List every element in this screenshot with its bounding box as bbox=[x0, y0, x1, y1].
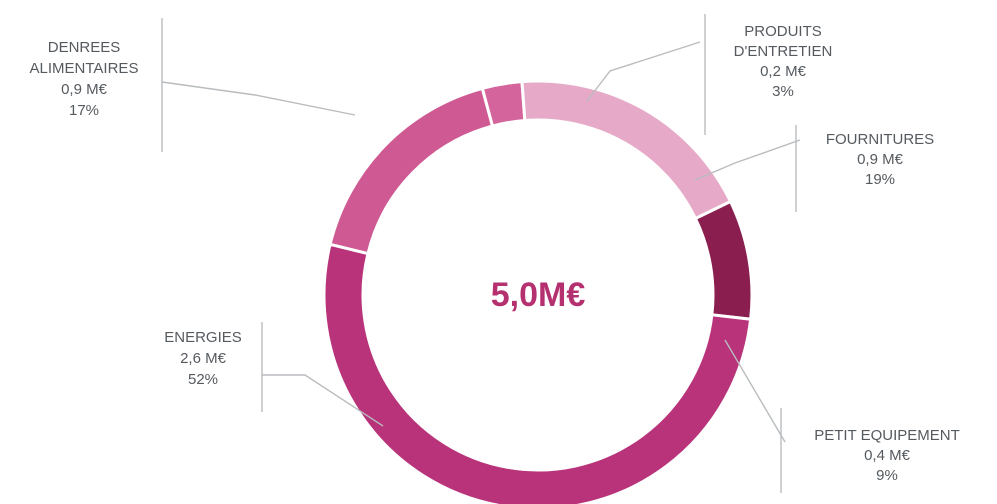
label-energies-line-3: 52% bbox=[188, 371, 218, 388]
leader-line-energies bbox=[262, 374, 384, 427]
label-petit-equipement-line-1: PETIT EQUIPEMENT bbox=[814, 427, 960, 444]
leader-lines bbox=[161, 14, 801, 493]
slice-petit-equipement bbox=[693, 199, 754, 321]
label-fournitures: FOURNITURES 0,9 M€ 19% bbox=[826, 131, 934, 188]
label-denrees: DENREES ALIMENTAIRES 0,9 M€ 17% bbox=[30, 39, 139, 119]
slice-energies bbox=[322, 242, 753, 504]
label-produits-line-2: D'ENTRETIEN bbox=[734, 43, 833, 60]
leader-line-petit-equipement bbox=[724, 339, 786, 443]
slice-fournitures bbox=[520, 79, 733, 221]
label-denrees-line-2: ALIMENTAIRES bbox=[30, 60, 139, 77]
label-produits-line-4: 3% bbox=[772, 83, 794, 100]
label-petit-equipement-line-3: 9% bbox=[876, 467, 898, 484]
label-petit-equipement-line-2: 0,4 M€ bbox=[864, 447, 911, 464]
label-fournitures-line-2: 0,9 M€ bbox=[857, 151, 904, 168]
label-produits: PRODUITS D'ENTRETIEN 0,2 M€ 3% bbox=[734, 23, 833, 100]
label-energies: ENERGIES 2,6 M€ 52% bbox=[164, 329, 242, 388]
label-denrees-line-4: 17% bbox=[69, 102, 99, 119]
center-total-label: 5,0M€ bbox=[491, 276, 586, 314]
label-denrees-line-3: 0,9 M€ bbox=[61, 81, 108, 98]
label-produits-line-1: PRODUITS bbox=[744, 23, 822, 40]
label-fournitures-line-1: FOURNITURES bbox=[826, 131, 934, 148]
label-energies-line-1: ENERGIES bbox=[164, 329, 242, 346]
leader-line-fournitures bbox=[694, 139, 801, 181]
donut-slices bbox=[322, 79, 754, 504]
slice-denrees bbox=[328, 86, 495, 256]
label-fournitures-line-3: 19% bbox=[865, 171, 895, 188]
label-produits-line-3: 0,2 M€ bbox=[760, 63, 807, 80]
leader-line-produits bbox=[586, 41, 701, 102]
label-petit-equipement: PETIT EQUIPEMENT 0,4 M€ 9% bbox=[814, 427, 960, 484]
label-energies-line-2: 2,6 M€ bbox=[180, 350, 227, 367]
label-denrees-line-1: DENREES bbox=[48, 39, 121, 56]
slice-labels: PRODUITS D'ENTRETIEN 0,2 M€ 3% FOURNITURES 0,… bbox=[30, 23, 960, 484]
leader-line-denrees bbox=[161, 81, 356, 116]
